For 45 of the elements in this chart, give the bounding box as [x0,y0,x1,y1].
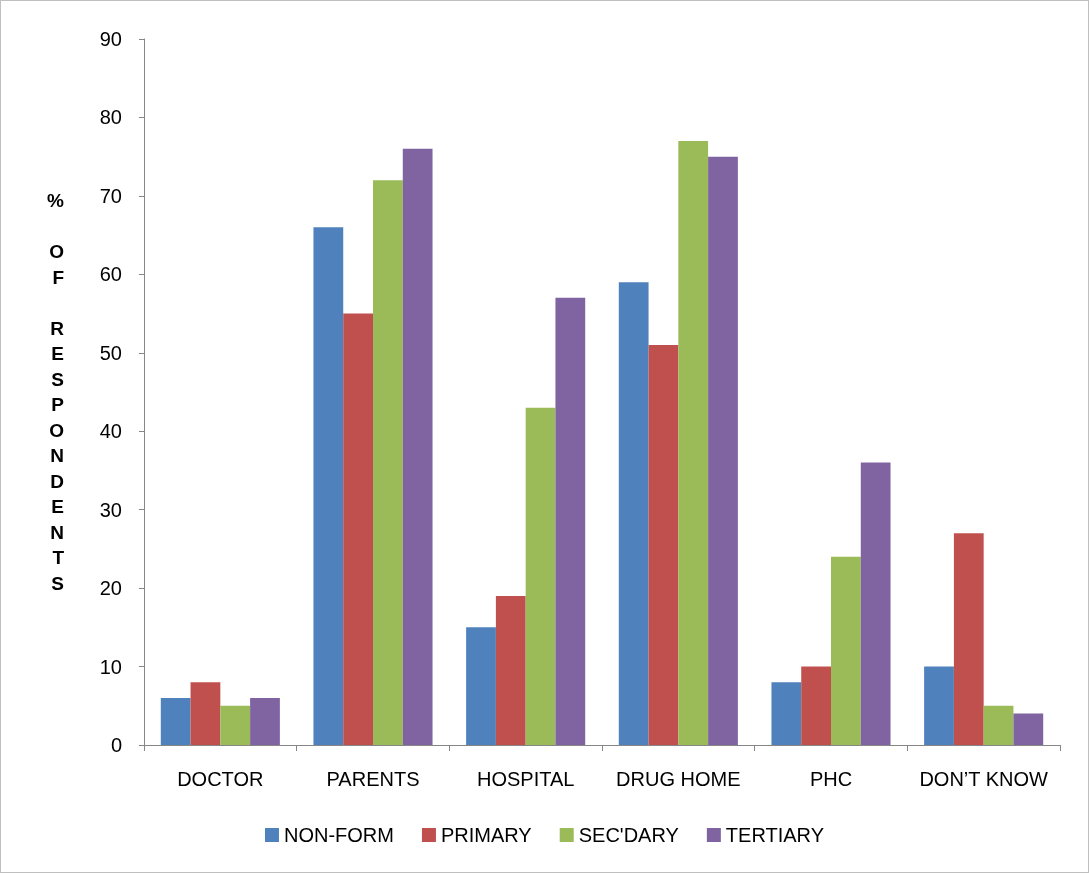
bar [983,705,1014,745]
y-tick-label: 40 [99,420,122,443]
bar [313,227,344,745]
bar [648,344,679,745]
text: % OF RESPONDENTS [47,190,64,594]
bar [466,627,496,745]
x-tick-label: HOSPITAL [476,768,575,790]
x-tick-label: PARENTS [326,768,420,790]
bar [555,297,586,745]
bar [831,556,861,745]
legend-label: NON-FORM [283,824,394,846]
y-tick-label: 50 [99,341,122,364]
x-tick-label: DOCTOR [177,768,264,790]
bar [402,148,433,745]
bar [678,140,709,745]
bar [525,407,556,745]
bar [924,666,954,745]
bar [250,697,280,745]
y-tick-label: 80 [99,106,122,129]
bar [495,595,526,745]
x-tick-label: PHC [809,768,853,790]
bar [860,462,891,745]
y-tick-label: 70 [99,184,122,207]
bar [160,697,191,745]
legend-label: SEC'DARY [578,824,679,846]
bar [953,533,984,745]
bar [373,180,403,745]
x-tick-label: DRUG HOME [616,768,741,790]
bar [1013,713,1044,745]
bar [801,666,831,745]
y-tick-label: 20 [99,577,122,600]
y-tick-label: 0 [110,734,122,756]
bar [708,156,738,745]
bar [343,313,373,745]
y-tick-label: 10 [99,655,122,678]
y-tick-label: 90 [99,28,122,50]
bar [618,282,649,745]
legend-label: TERTIARY [725,824,825,846]
legend-label: PRIMARY [440,824,532,846]
x-tick-label: DON’T KNOW [919,768,1049,790]
y-tick-label: 30 [99,498,122,521]
bar [771,682,802,745]
y-tick-label: 60 [99,263,122,286]
bar [190,682,221,745]
bar [220,705,251,745]
